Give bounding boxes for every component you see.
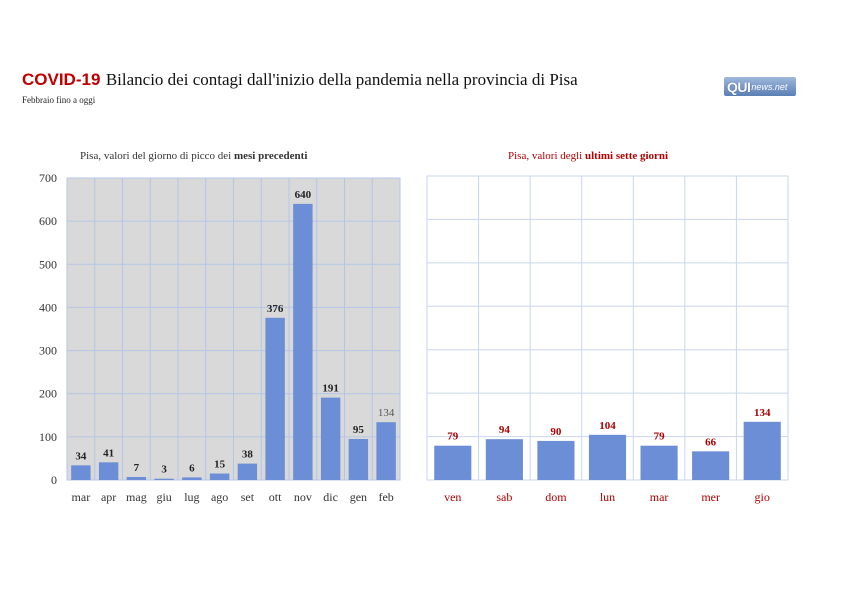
page-subtitle: Febbraio fino a oggi (22, 95, 96, 105)
chart0-bar (126, 476, 147, 480)
chart1-bar (692, 451, 730, 480)
chart0-data-label: 95 (353, 424, 365, 436)
chart1-bar (485, 439, 523, 480)
left-chart-title-prefix: Pisa, valori del giorno di picco dei (80, 150, 234, 162)
chart0-category-label: set (241, 490, 255, 504)
chart1-category-label: mar (650, 490, 669, 504)
chart1-bar (588, 434, 627, 480)
chart0-category-label: ott (269, 490, 282, 504)
chart0-bar (182, 477, 202, 480)
chart0-data-label: 34 (75, 450, 87, 462)
chart0-data-label: 376 (267, 303, 284, 315)
chart1-bar (743, 421, 781, 480)
right-chart-title: Pisa, valori degli ultimi sette giorni (508, 150, 668, 162)
chart0-category-label: feb (378, 490, 393, 504)
chart0-ytick-label: 500 (39, 257, 57, 271)
right-chart-title-bold: ultimi sette giorni (585, 150, 669, 162)
chart0-category-label: nov (294, 490, 312, 504)
chart1-category-label: dom (545, 490, 567, 504)
chart0-ytick-label: 700 (39, 171, 57, 185)
chart1-data-label: 66 (705, 436, 717, 448)
chart0-category-label: giu (156, 490, 171, 504)
chart0-bar (348, 439, 369, 480)
chart0-category-label: ago (211, 490, 228, 504)
chart0-data-label: 134 (378, 407, 395, 419)
chart0-data-label: 41 (103, 447, 114, 459)
chart0-data-label: 640 (295, 189, 312, 201)
chart0-category-label: mar (72, 490, 91, 504)
left-chart-title-bold: mesi precedenti (233, 150, 308, 162)
chart0-bar (265, 317, 285, 480)
chart1-data-label: 79 (654, 431, 666, 443)
chart0-ytick-label: 200 (39, 387, 57, 401)
chart0-bar (154, 478, 174, 480)
chart0-data-label: 15 (214, 459, 226, 471)
chart1-data-label: 94 (499, 424, 511, 436)
chart0-bar (209, 473, 230, 480)
chart0-category-label: dic (323, 490, 338, 504)
chart1-plot-area (426, 175, 789, 481)
chart0-data-label: 3 (161, 464, 167, 476)
chart1-bar (434, 445, 472, 480)
logo-main: QUI (727, 78, 751, 95)
quinews-logo: QUI news.net (724, 77, 796, 96)
chart0-ytick-label: 400 (39, 300, 57, 314)
right-chart-title-prefix: Pisa, valori degli (508, 150, 585, 162)
chart0-bar (376, 422, 396, 480)
chart0-bar (320, 397, 341, 480)
chart1-category-label: sab (496, 490, 512, 504)
chart0-category-label: lug (184, 490, 199, 504)
chart0-data-label: 7 (134, 462, 140, 474)
chart1-data-label: 79 (447, 431, 459, 443)
title-text: Bilancio dei contagi dall'inizio della p… (105, 70, 578, 89)
chart0-ytick-label: 0 (51, 473, 57, 487)
page-title: COVID-19 Bilancio dei contagi dall'inizi… (22, 70, 578, 90)
chart1-category-label: mer (701, 490, 720, 504)
chart0-bar (237, 463, 258, 480)
chart0-data-label: 38 (242, 449, 254, 461)
chart0-category-label: gen (350, 490, 367, 504)
left-chart-title: Pisa, valori del giorno di picco dei mes… (80, 150, 307, 162)
chart1-category-label: lun (600, 490, 615, 504)
chart0-data-label: 6 (189, 462, 195, 474)
chart1-data-label: 134 (754, 407, 771, 419)
chart0-ytick-label: 600 (39, 214, 57, 228)
chart0-bar (98, 462, 119, 480)
chart1-bar (640, 445, 678, 480)
title-accent: COVID-19 (22, 70, 101, 89)
chart1-bar (537, 440, 575, 480)
chart0-category-label: apr (101, 490, 116, 504)
chart0-bar (71, 465, 91, 480)
chart1-data-label: 90 (550, 426, 562, 438)
chart0-category-label: mag (126, 490, 147, 504)
chart0-data-label: 191 (322, 383, 339, 395)
chart1-category-label: gio (755, 490, 770, 504)
chart0-ytick-label: 100 (39, 430, 57, 444)
chart1-data-label: 104 (599, 420, 616, 432)
chart1-category-label: ven (444, 490, 461, 504)
chart0-bar (293, 203, 313, 480)
logo-sub: news.net (751, 81, 788, 92)
chart0-ytick-label: 300 (39, 344, 57, 358)
